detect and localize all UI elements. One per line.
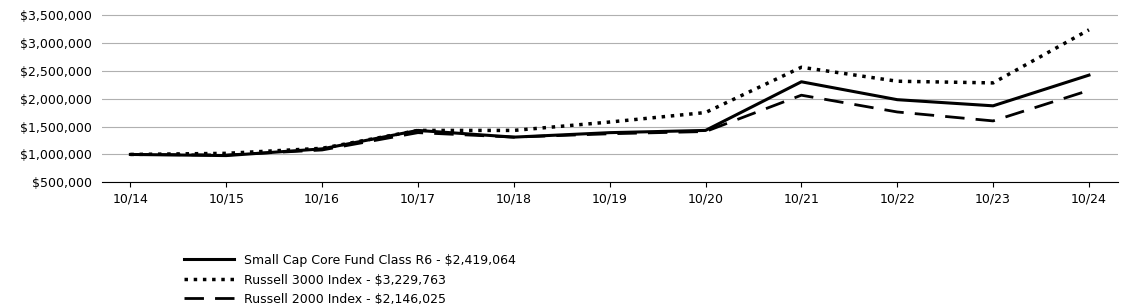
Russell 2000 Index - $2,146,025 — [795, 93, 808, 97]
Russell 3000 Index - $3,229,763 — [123, 153, 137, 156]
Russell 2000 Index - $2,146,025 — [123, 153, 137, 156]
Line: Russell 2000 Index - $2,146,025: Russell 2000 Index - $2,146,025 — [130, 90, 1089, 155]
Small Cap Core Fund Class R6 - $2,419,064 — [795, 80, 808, 84]
Small Cap Core Fund Class R6 - $2,419,064 — [1083, 73, 1096, 77]
Russell 3000 Index - $3,229,763 — [603, 120, 616, 124]
Small Cap Core Fund Class R6 - $2,419,064 — [219, 154, 233, 157]
Russell 3000 Index - $3,229,763 — [411, 129, 425, 132]
Small Cap Core Fund Class R6 - $2,419,064 — [123, 153, 137, 156]
Russell 3000 Index - $3,229,763 — [891, 79, 904, 83]
Small Cap Core Fund Class R6 - $2,419,064 — [987, 104, 1000, 108]
Russell 3000 Index - $3,229,763 — [987, 81, 1000, 85]
Russell 2000 Index - $2,146,025 — [507, 135, 520, 139]
Russell 3000 Index - $3,229,763 — [507, 129, 520, 132]
Russell 2000 Index - $2,146,025 — [1083, 88, 1096, 92]
Russell 2000 Index - $2,146,025 — [891, 110, 904, 114]
Russell 2000 Index - $2,146,025 — [411, 131, 425, 134]
Russell 3000 Index - $3,229,763 — [1083, 28, 1096, 32]
Russell 3000 Index - $3,229,763 — [315, 147, 329, 150]
Russell 2000 Index - $2,146,025 — [987, 119, 1000, 123]
Russell 2000 Index - $2,146,025 — [315, 148, 329, 152]
Line: Small Cap Core Fund Class R6 - $2,419,064: Small Cap Core Fund Class R6 - $2,419,06… — [130, 75, 1089, 156]
Russell 2000 Index - $2,146,025 — [603, 132, 616, 136]
Small Cap Core Fund Class R6 - $2,419,064 — [411, 129, 425, 132]
Small Cap Core Fund Class R6 - $2,419,064 — [891, 98, 904, 102]
Small Cap Core Fund Class R6 - $2,419,064 — [507, 135, 520, 139]
Small Cap Core Fund Class R6 - $2,419,064 — [699, 129, 712, 132]
Russell 3000 Index - $3,229,763 — [795, 65, 808, 69]
Line: Russell 3000 Index - $3,229,763: Russell 3000 Index - $3,229,763 — [130, 30, 1089, 154]
Russell 3000 Index - $3,229,763 — [699, 111, 712, 114]
Russell 2000 Index - $2,146,025 — [219, 153, 233, 157]
Legend: Small Cap Core Fund Class R6 - $2,419,064, Russell 3000 Index - $3,229,763, Russ: Small Cap Core Fund Class R6 - $2,419,06… — [180, 249, 520, 304]
Russell 2000 Index - $2,146,025 — [699, 130, 712, 133]
Russell 3000 Index - $3,229,763 — [219, 151, 233, 155]
Small Cap Core Fund Class R6 - $2,419,064 — [603, 131, 616, 134]
Small Cap Core Fund Class R6 - $2,419,064 — [315, 147, 329, 151]
